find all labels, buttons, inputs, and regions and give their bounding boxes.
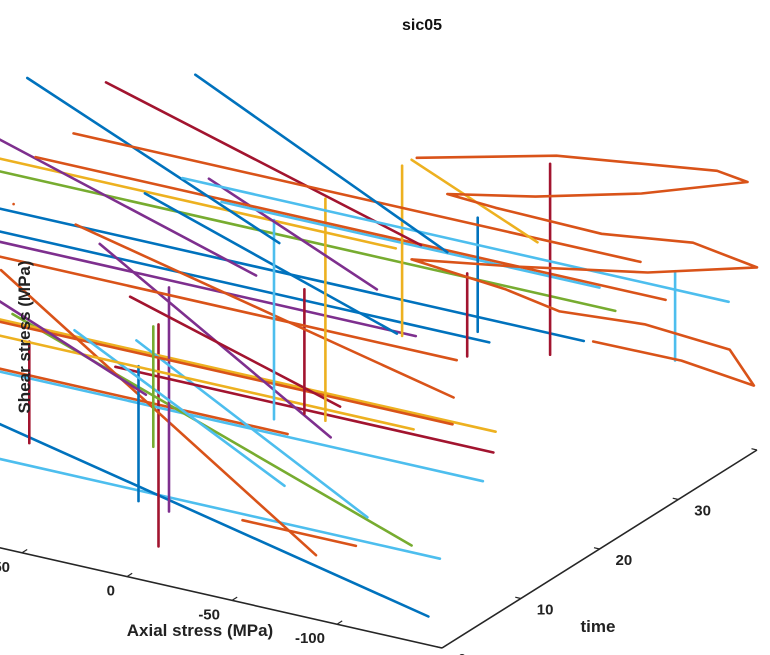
y-tick-mark — [436, 646, 443, 649]
y-tick-label: 20 — [616, 552, 633, 569]
z-axis-label: Shear stress (MPa) — [15, 260, 34, 413]
series-line-35 — [207, 177, 379, 291]
series-line-46 — [181, 176, 730, 304]
plot-area — [0, 73, 759, 618]
x-tick-mark — [231, 596, 238, 601]
y-tick-label: 30 — [694, 503, 711, 520]
x-tick-label: 0 — [107, 583, 115, 600]
series-line-13 — [0, 240, 418, 338]
series-line-8 — [0, 318, 497, 434]
chart-title: sic05 — [402, 17, 442, 34]
series-line-11 — [135, 339, 369, 519]
series-line-16 — [73, 328, 286, 488]
series-line-26 — [0, 300, 148, 397]
series-line-47 — [194, 73, 449, 254]
series-line-49 — [410, 154, 759, 387]
series-line-19 — [0, 230, 491, 344]
x-tick-mark — [126, 572, 133, 578]
series-line-3 — [0, 422, 430, 618]
y-tick-label: 10 — [537, 602, 554, 619]
series-line-2 — [0, 457, 442, 561]
y-tick-mark — [751, 448, 758, 451]
series-line-39 — [25, 76, 281, 245]
y-tick-mark — [515, 596, 521, 600]
x-tick-label: 50 — [0, 559, 10, 576]
series-line-37 — [220, 200, 601, 289]
series-line-9 — [0, 268, 318, 557]
series-line-24 — [0, 207, 586, 343]
x-tick-mark — [441, 644, 448, 649]
y-tick-label: 0 — [458, 651, 466, 655]
series-line-15 — [0, 320, 454, 426]
series-line-4 — [0, 367, 289, 436]
y-axis-label: time — [581, 617, 616, 636]
series-line-6 — [0, 370, 485, 483]
series-line-18 — [0, 334, 415, 431]
series-line-42 — [104, 81, 423, 247]
tick-labels: 200150100500-50-100-1500102030406040200-… — [0, 503, 711, 655]
x-axis-label: Axial stress (MPa) — [127, 621, 273, 640]
x-tick-label: -50 — [198, 606, 220, 623]
y-tick-mark — [672, 497, 679, 501]
x-tick-label: -100 — [295, 630, 325, 647]
x-axis-line — [0, 546, 443, 649]
series-line-30 — [0, 255, 459, 362]
series-line-44 — [72, 132, 642, 264]
series-line-29 — [74, 223, 455, 399]
series-line-38 — [34, 155, 667, 302]
series-line-31 — [143, 192, 399, 335]
x-tick-mark — [21, 548, 28, 554]
series-line-1 — [241, 518, 358, 548]
series-line-33 — [0, 138, 258, 277]
y-tick-mark — [593, 547, 600, 550]
axes — [0, 448, 758, 649]
x-tick-mark — [336, 620, 343, 625]
